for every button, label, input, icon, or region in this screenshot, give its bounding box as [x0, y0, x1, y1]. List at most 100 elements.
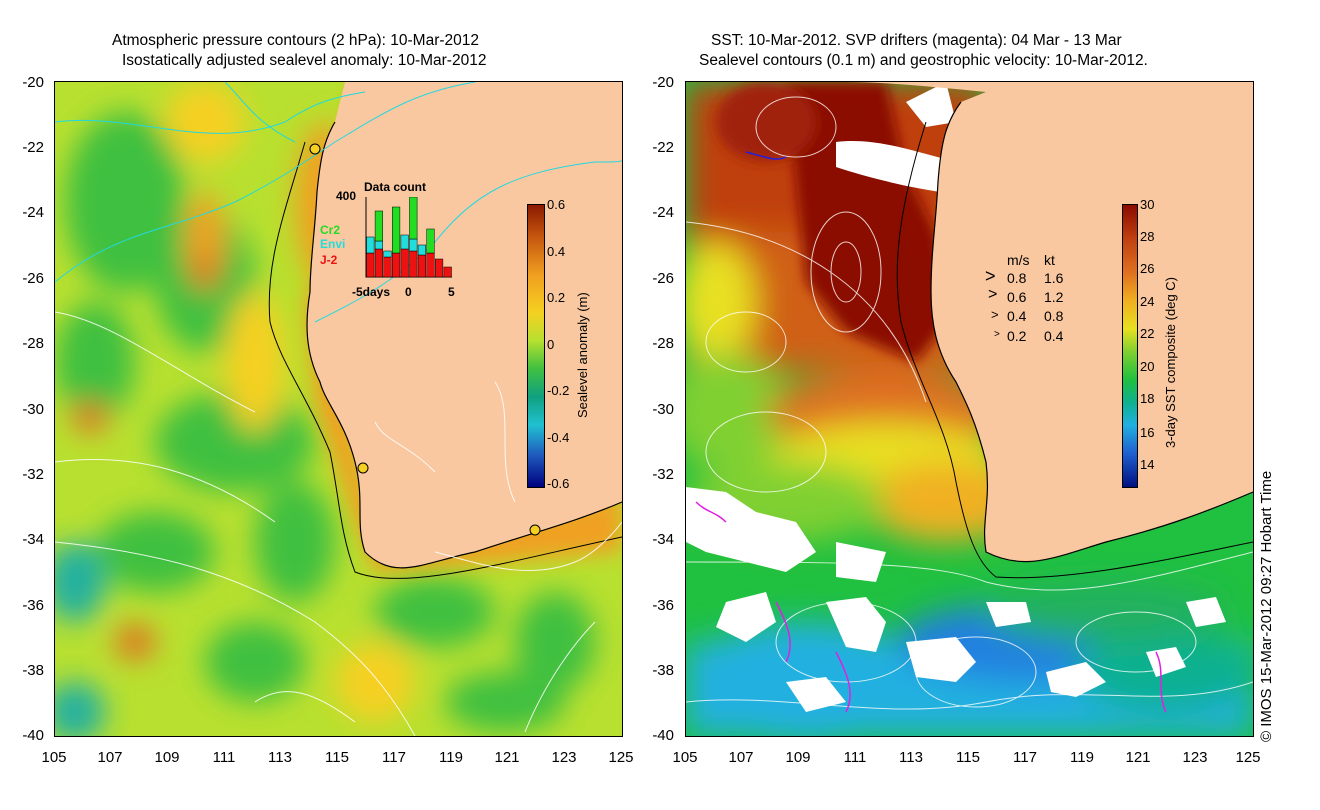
lon-label: 119 — [439, 749, 463, 766]
arrow-icon: > — [991, 307, 999, 322]
lat-label: -32 — [652, 466, 674, 483]
lat-label: -24 — [652, 204, 674, 221]
lon-label: 121 — [494, 749, 520, 766]
histogram-bar-envi — [417, 244, 426, 256]
lon-label: 105 — [672, 749, 698, 766]
lat-label: -34 — [652, 531, 674, 548]
colorbar-tick: 18 — [1140, 391, 1155, 406]
colorbar-tick: 0.6 — [547, 197, 566, 212]
lat-label: -38 — [652, 662, 674, 679]
colorbar-tick: 26 — [1140, 261, 1155, 276]
inset-ymax-label: 400 — [336, 189, 357, 203]
colorbar-tick: 20 — [1140, 359, 1155, 374]
lon-label: 109 — [154, 749, 180, 766]
lon-label: 125 — [1235, 749, 1261, 766]
right-title-line1: SST: 10-Mar-2012. SVP drifters (magenta)… — [711, 32, 1122, 49]
colorbar-tick: -0.6 — [547, 476, 570, 491]
sla-colorbar — [527, 204, 545, 488]
histogram-bar-j-2 — [366, 252, 375, 278]
histogram-bar-j-2 — [383, 256, 392, 278]
lon-label: 105 — [41, 749, 67, 766]
lon-label: 111 — [212, 749, 236, 766]
colorbar-tick: 28 — [1140, 229, 1155, 244]
legend-kt: 1.6 — [1044, 270, 1064, 286]
histogram-bar-cr2 — [392, 206, 401, 254]
left-title-line1: Atmospheric pressure contours (2 hPa): 1… — [112, 32, 479, 49]
colorbar-tick: 16 — [1140, 425, 1155, 440]
histogram-bar-j-2 — [392, 252, 401, 278]
sst-colorbar-label: 3-day SST composite (deg C) — [1163, 277, 1178, 448]
lon-label: 113 — [268, 749, 292, 766]
station-marker — [529, 524, 541, 536]
histogram-bar-j-2 — [400, 248, 409, 278]
sea-level-anomaly-map — [55, 82, 622, 736]
legend-ms: 0.4 — [1007, 308, 1027, 324]
colorbar-tick: 24 — [1140, 294, 1155, 309]
station-marker — [357, 462, 369, 474]
station-marker — [309, 143, 321, 155]
lon-label: 123 — [551, 749, 577, 766]
histogram-bar-j-2 — [435, 258, 444, 278]
lat-label: -32 — [22, 466, 44, 483]
australia-landmass — [846, 82, 1253, 562]
arrow-icon: > — [994, 329, 1000, 340]
histogram-bar-envi — [366, 236, 375, 254]
data-count-histogram — [365, 197, 452, 278]
sst-colorbar — [1122, 204, 1138, 488]
lat-label: -36 — [652, 597, 674, 614]
lat-label: -28 — [652, 335, 674, 352]
lat-label: -40 — [652, 727, 674, 744]
lon-label: 107 — [728, 749, 754, 766]
colorbar-tick: 0.2 — [547, 290, 566, 305]
lat-label: -26 — [652, 270, 674, 287]
lon-label: 123 — [1182, 749, 1208, 766]
arrow-icon: > — [985, 266, 996, 286]
lat-label: -22 — [652, 139, 674, 156]
right-map — [685, 81, 1254, 737]
sst-map — [686, 82, 1253, 736]
histogram-bar-envi — [400, 234, 409, 250]
lon-label: 115 — [325, 749, 349, 766]
right-title-line2: Sealevel contours (0.1 m) and geostrophi… — [699, 52, 1148, 69]
histogram-bar-j-2 — [426, 252, 435, 278]
legend-cr2: Cr2 — [320, 223, 341, 237]
legend-ms: 0.8 — [1007, 270, 1027, 286]
lat-label: -28 — [22, 335, 44, 352]
left-map — [54, 81, 623, 737]
lon-label: 115 — [956, 749, 980, 766]
histogram-bar-cr2 — [374, 210, 383, 242]
cloud-mask — [686, 82, 1226, 712]
lat-label: -24 — [22, 204, 44, 221]
inset-x-label: 0 — [405, 285, 412, 299]
lon-label: 117 — [382, 749, 406, 766]
colorbar-tick: 0.4 — [547, 244, 566, 259]
histogram-bar-cr2 — [409, 197, 418, 240]
legend-header-kt: kt — [1044, 252, 1055, 268]
histogram-bar-envi — [409, 238, 418, 252]
lat-label: -22 — [22, 139, 44, 156]
imos-credit: © IMOS 15-Mar-2012 09:27 Hobart Time — [1258, 470, 1275, 742]
colorbar-tick: -0.4 — [547, 430, 570, 445]
histogram-bar-j-2 — [374, 248, 383, 278]
legend-kt: 0.8 — [1044, 308, 1064, 324]
lat-label: -38 — [22, 662, 44, 679]
histogram-bar-envi — [374, 240, 383, 250]
inset-x-label: 5 — [448, 285, 455, 299]
lat-label: -34 — [22, 531, 44, 548]
lon-label: 109 — [785, 749, 811, 766]
histogram-bar-cr2 — [426, 228, 435, 254]
inset-x-label: -5days — [352, 285, 391, 299]
lat-label: -40 — [22, 727, 44, 744]
lon-label: 117 — [1013, 749, 1037, 766]
lon-label: 113 — [899, 749, 923, 766]
lon-label: 111 — [843, 749, 867, 766]
legend-kt: 0.4 — [1044, 328, 1064, 344]
lon-label: 107 — [97, 749, 123, 766]
lat-label: -20 — [22, 74, 44, 91]
histogram-bar-j-2 — [417, 254, 426, 278]
lon-label: 125 — [608, 749, 634, 766]
histogram-bar-j-2 — [443, 266, 452, 278]
colorbar-tick: 22 — [1140, 326, 1155, 341]
histogram-bar-j-2 — [409, 250, 418, 278]
lat-label: -20 — [652, 74, 674, 91]
